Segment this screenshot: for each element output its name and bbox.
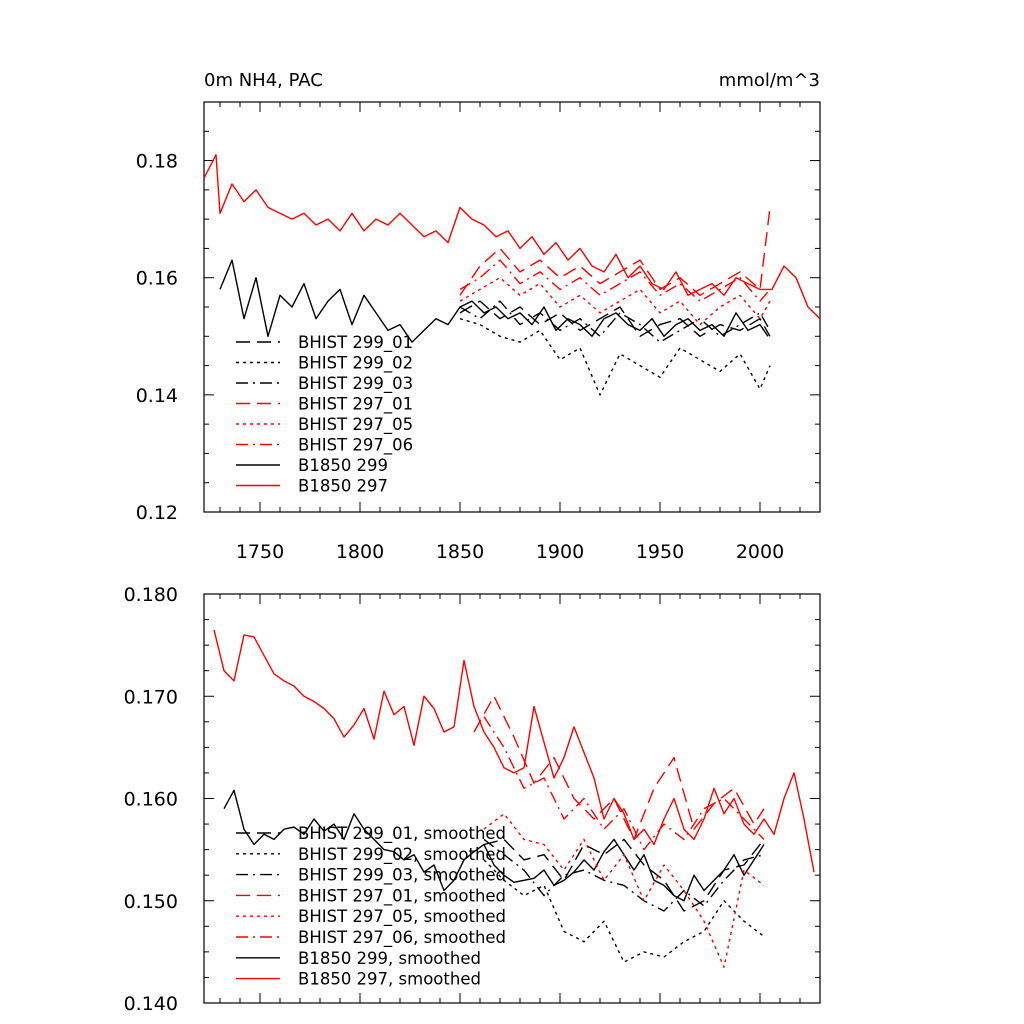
series-line — [459, 300, 771, 337]
series-line — [483, 813, 765, 968]
plot-frame — [203, 101, 821, 513]
legend-label: B1850 299 — [298, 456, 388, 475]
legend-label: BHIST 297_06 — [298, 436, 413, 456]
series-line — [219, 259, 769, 343]
panel1-title-right: mmol/m^3 — [719, 70, 820, 91]
series-line — [459, 277, 771, 326]
legend-label: BHIST 297_01, smoothed — [298, 886, 506, 906]
legend-label: B1850 297 — [298, 477, 388, 496]
legend-label: BHIST 299_01, smoothed — [298, 824, 506, 844]
legend-label: BHIST 297_05 — [298, 415, 413, 435]
x-tick-label: 1800 — [336, 541, 384, 563]
series-line — [459, 207, 771, 296]
series-line — [213, 629, 815, 873]
series-line — [483, 859, 765, 963]
legend-label: BHIST 299_02 — [298, 354, 413, 374]
series-line — [223, 789, 765, 902]
y-tick-label: 0.140 — [124, 993, 178, 1015]
series-group — [204, 153, 820, 396]
legend-label: BHIST 299_01 — [298, 333, 413, 353]
series-line — [483, 838, 765, 912]
y-tick-label: 0.150 — [124, 891, 178, 913]
plot-frame — [203, 593, 821, 1004]
legend-label: BHIST 297_05, smoothed — [298, 907, 506, 927]
panel-2: 0.140 0.150 0.160 0.170 0.180 BHIST 299_01, s… — [124, 584, 821, 1015]
series-line — [483, 716, 765, 851]
legend-label: BHIST 299_03 — [298, 374, 413, 394]
legend-label: B1850 297, smoothed — [298, 970, 481, 989]
series-line — [459, 300, 771, 343]
y-tick-label: 0.160 — [124, 789, 178, 811]
series-line — [473, 695, 765, 841]
panel1-title-left: 0m NH4, PAC — [204, 70, 323, 91]
y-tick-label: 0.170 — [124, 686, 178, 708]
x-tick-label: 1750 — [236, 541, 284, 563]
legend-label: BHIST 297_01 — [298, 395, 413, 415]
panel-1: 0.12 0.14 0.16 0.18 1750 1800 1850 1900 1950 2000… — [136, 101, 821, 563]
legend-label: BHIST 297_06, smoothed — [298, 928, 506, 948]
y-tick-label: 0.180 — [124, 584, 178, 606]
y-tick-label: 0.18 — [136, 151, 178, 173]
series-line — [483, 838, 765, 912]
legend-label: B1850 299, smoothed — [298, 949, 481, 968]
series-line — [459, 318, 771, 396]
y-tick-label: 0.12 — [136, 502, 178, 524]
series-line — [204, 153, 820, 320]
x-tick-label: 2000 — [736, 541, 784, 563]
series-group — [213, 629, 815, 968]
series-line — [459, 259, 771, 302]
y-tick-label: 0.16 — [136, 268, 178, 290]
legend-label: BHIST 299_03, smoothed — [298, 866, 506, 886]
x-tick-label: 1900 — [536, 541, 584, 563]
legend-label: BHIST 299_02, smoothed — [298, 845, 506, 865]
x-tick-label: 1950 — [636, 541, 684, 563]
y-tick-label: 0.14 — [136, 385, 178, 407]
x-tick-label: 1850 — [436, 541, 484, 563]
